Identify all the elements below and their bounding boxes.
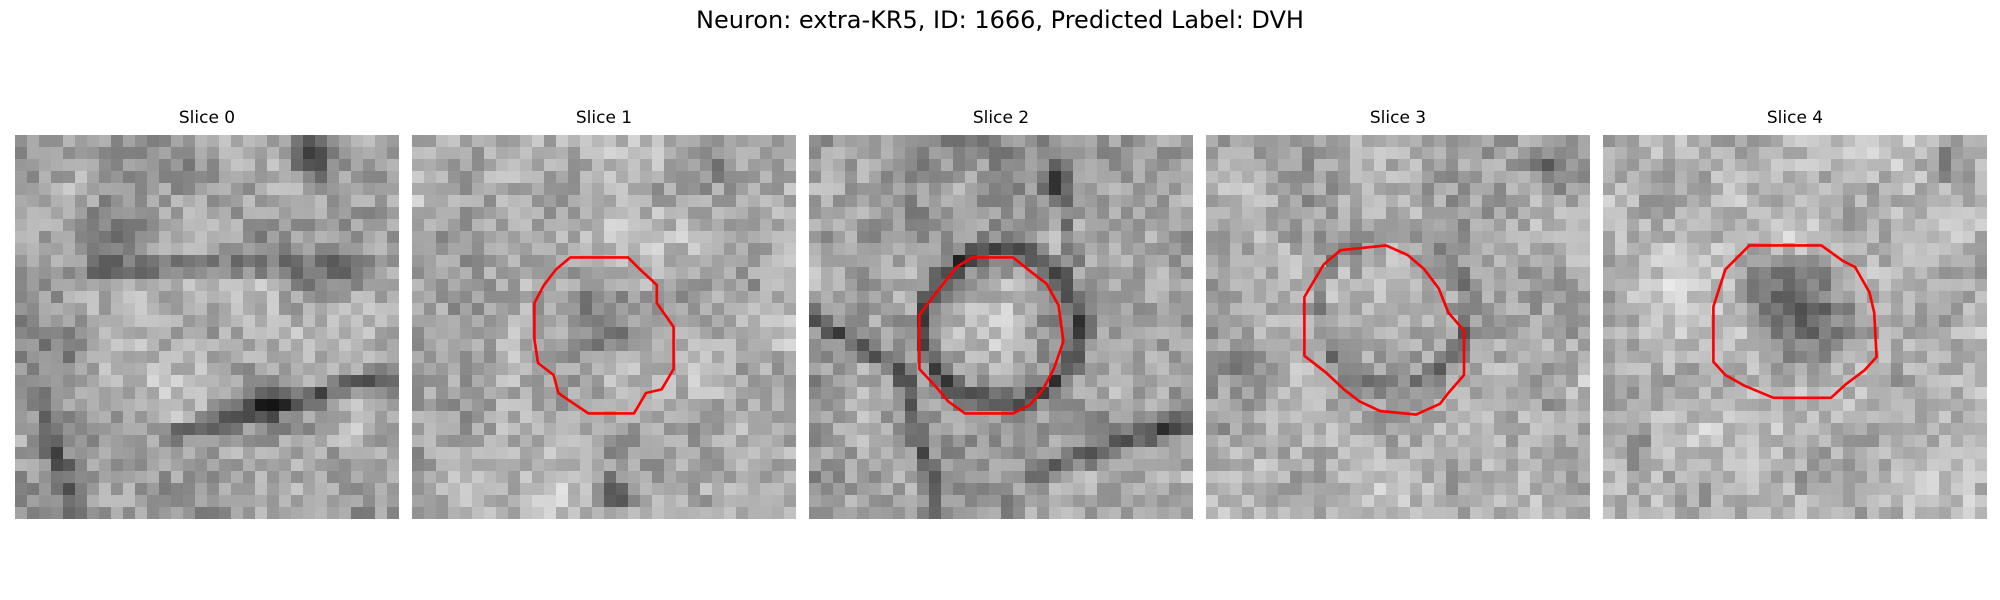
slice-4-title: Slice 4	[1766, 108, 1824, 128]
slice-0-outline	[15, 135, 399, 519]
slice-0-title: Slice 0	[178, 108, 236, 128]
slice-0-image	[15, 135, 399, 519]
figure-title: Neuron: extra-KR5, ID: 1666, Predicted L…	[696, 6, 1304, 34]
slice-3-outline	[1303, 244, 1466, 416]
slice-2-outline	[918, 256, 1065, 415]
segmentation-outline	[1712, 244, 1878, 400]
slice-3-image	[1206, 135, 1590, 519]
slice-2-title: Slice 2	[972, 108, 1030, 128]
slice-4-image	[1603, 135, 1987, 519]
slice-1-image	[412, 135, 796, 519]
slice-1-title: Slice 1	[575, 108, 633, 128]
slice-2-image	[809, 135, 1193, 519]
slice-1-outline	[533, 256, 675, 415]
segmentation-outline	[918, 256, 1065, 415]
segmentation-outline	[533, 256, 675, 415]
segmentation-outline	[1303, 244, 1466, 416]
slice-4-outline	[1712, 244, 1878, 400]
slice-3-title: Slice 3	[1369, 108, 1427, 128]
